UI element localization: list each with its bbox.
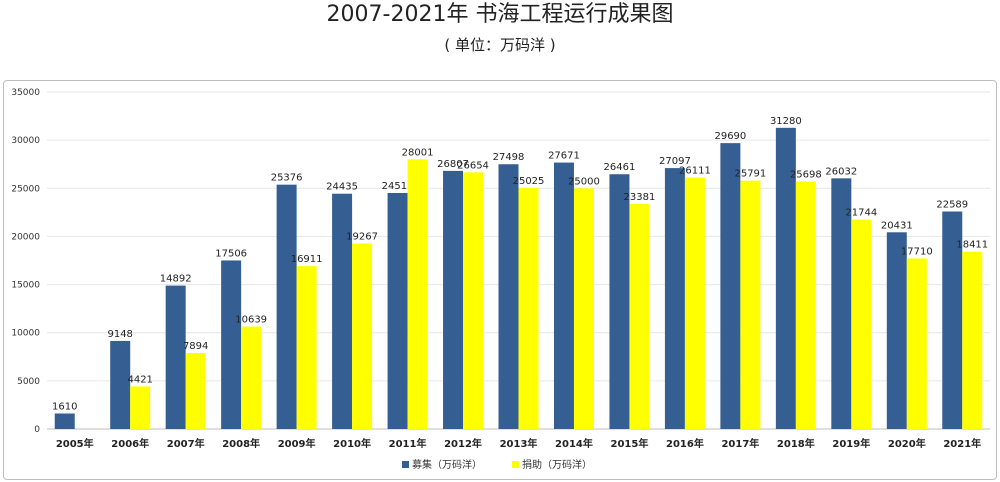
data-label: 7894	[183, 341, 208, 352]
data-label: 26807	[437, 159, 469, 170]
y-tick-label: 35000	[11, 88, 40, 98]
data-label: 19267	[346, 231, 378, 242]
bar-raised	[332, 193, 353, 429]
data-label: 26111	[679, 166, 711, 177]
bar-raised	[775, 127, 796, 429]
bar-donated	[296, 266, 317, 429]
x-tick-label: 2010年	[333, 437, 371, 450]
bar-raised	[886, 232, 907, 429]
bar-donated	[851, 219, 872, 429]
data-label: 25698	[790, 170, 822, 181]
data-label: 27097	[659, 156, 691, 167]
data-label: 24435	[326, 182, 358, 193]
bar-donated	[740, 180, 761, 429]
bar-donated	[463, 172, 484, 430]
legend-label: 捐助（万码洋）	[522, 458, 592, 471]
y-tick-label: 5000	[17, 377, 40, 387]
y-tick-label: 0	[34, 425, 40, 435]
x-tick-label: 2019年	[832, 437, 870, 450]
bar-donated	[795, 181, 816, 429]
x-tick-label: 2020年	[888, 437, 926, 450]
x-tick-label: 2014年	[555, 437, 593, 450]
bar-raised	[609, 174, 630, 429]
y-tick-label: 15000	[11, 281, 40, 291]
y-tick-label: 30000	[11, 136, 40, 146]
y-tick-label: 25000	[11, 184, 40, 194]
x-tick-label: 2009年	[278, 437, 316, 450]
x-tick-label: 2015年	[611, 437, 649, 450]
bar-raised	[498, 164, 519, 430]
data-label: 29690	[714, 131, 746, 142]
data-label: 24510	[382, 181, 414, 192]
bar-raised	[221, 260, 242, 429]
bar-raised	[110, 340, 131, 429]
bar-donated	[906, 258, 927, 429]
data-label: 16911	[291, 254, 323, 265]
bar-raised	[276, 184, 297, 429]
x-tick-label: 2008年	[222, 437, 260, 450]
x-tick-label: 2006年	[111, 437, 149, 450]
y-tick-label: 20000	[11, 232, 40, 242]
bar-donated	[130, 386, 151, 429]
x-tick-label: 2007年	[167, 437, 205, 450]
x-tick-label: 2018年	[777, 437, 815, 450]
data-label: 27498	[493, 152, 525, 163]
bar-raised	[553, 162, 574, 429]
data-label: 4421	[127, 374, 152, 385]
data-label: 25025	[513, 176, 545, 187]
bar-donated	[684, 177, 705, 429]
x-tick-label: 2021年	[943, 437, 981, 450]
bar-raised	[165, 285, 186, 429]
bar-donated	[241, 326, 262, 429]
data-label: 26654	[457, 160, 489, 171]
x-tick-label: 2017年	[721, 437, 759, 450]
data-label: 9148	[107, 329, 132, 340]
data-label: 28001	[402, 147, 434, 158]
legend-swatch	[512, 461, 519, 468]
data-label: 25000	[568, 176, 600, 187]
data-label: 26032	[825, 166, 857, 177]
chart-subtitle: ( 单位：万码洋 )	[444, 36, 556, 54]
data-label: 17710	[901, 246, 933, 257]
data-label: 22589	[936, 200, 968, 211]
bar-raised	[664, 168, 685, 429]
data-label: 17506	[215, 248, 247, 259]
data-label: 20431	[881, 220, 913, 231]
bar-raised	[443, 170, 464, 429]
x-tick-label: 2005年	[56, 437, 94, 450]
bar-donated	[407, 159, 428, 429]
data-label: 18411	[956, 240, 988, 251]
data-label: 31280	[770, 116, 802, 127]
bar-raised	[720, 143, 741, 429]
x-tick-label: 2013年	[500, 437, 538, 450]
bar-donated	[629, 203, 650, 429]
data-label: 23381	[624, 192, 656, 203]
bar-raised	[387, 193, 408, 429]
data-label: 25376	[271, 173, 303, 184]
y-tick-label: 10000	[11, 329, 40, 339]
data-label: 10639	[235, 315, 267, 326]
data-label: 26461	[604, 162, 636, 173]
legend-label: 募集（万码洋）	[412, 458, 482, 471]
legend-swatch	[402, 461, 409, 468]
x-tick-label: 2012年	[444, 437, 482, 450]
bar-raised	[831, 178, 852, 429]
bar-donated	[518, 188, 539, 429]
data-label: 14892	[160, 274, 192, 285]
bar-donated	[962, 251, 983, 429]
x-tick-label: 2011年	[389, 437, 427, 450]
chart-title: 2007-2021年 书海工程运行成果图	[326, 2, 674, 27]
bar-donated	[573, 188, 594, 429]
bar-donated	[352, 243, 373, 429]
bar-donated	[185, 352, 206, 429]
data-label: 25791	[734, 169, 766, 180]
x-tick-label: 2016年	[666, 437, 704, 450]
data-label: 1610	[52, 401, 77, 412]
data-label: 27671	[548, 151, 580, 162]
bar-raised	[942, 211, 963, 429]
data-label: 21744	[845, 208, 877, 219]
bar-raised	[54, 413, 75, 429]
